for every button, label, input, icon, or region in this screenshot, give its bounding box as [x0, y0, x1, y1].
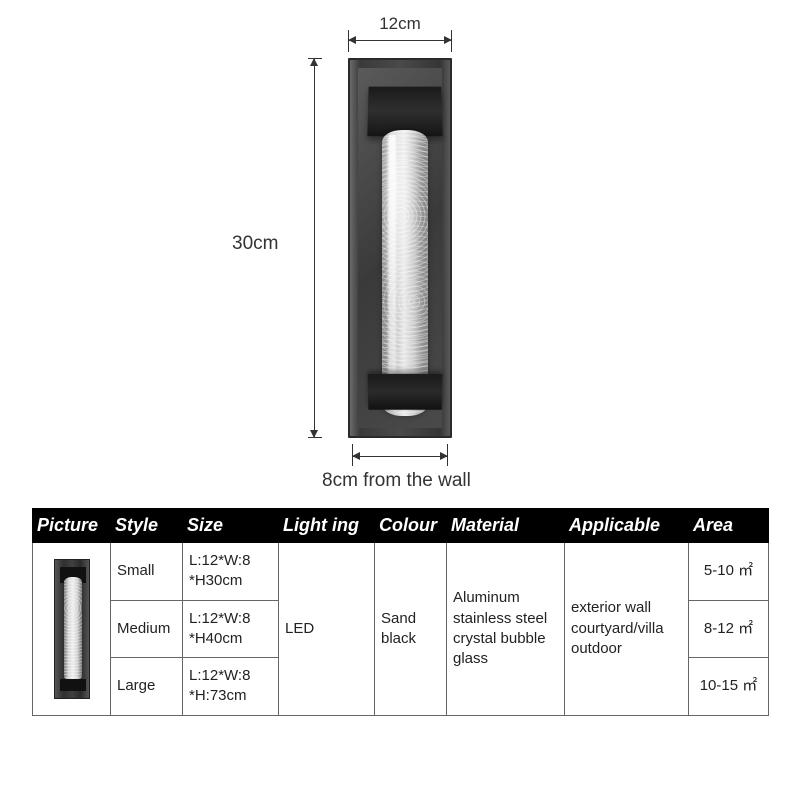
cell-lighting: LED: [279, 543, 375, 716]
table-row: Small L:12*W:8 *H30cm LED Sand black Alu…: [33, 543, 769, 601]
dimension-diagram: 12cm 30cm 8cm from the wall: [0, 8, 800, 508]
dimension-depth: [352, 446, 448, 468]
dimension-height-label: 30cm: [232, 233, 278, 255]
dimension-width: 12cm: [348, 30, 452, 52]
cell-size: L:12*W:8 *H30cm: [183, 543, 279, 601]
cell-colour: Sand black: [375, 543, 447, 716]
cell-area: 8-12 ㎡: [689, 600, 769, 658]
th-applicable: Applicable: [565, 509, 689, 543]
dimension-height: [300, 58, 330, 438]
cell-style: Small: [111, 543, 183, 601]
th-style: Style: [111, 509, 183, 543]
cell-style: Medium: [111, 600, 183, 658]
product-thumbnail: [50, 559, 94, 699]
th-lighting: Light ing: [279, 509, 375, 543]
th-picture: Picture: [33, 509, 111, 543]
dimension-width-label: 12cm: [348, 14, 452, 34]
cell-size: L:12*W:8 *H40cm: [183, 600, 279, 658]
dimension-depth-label: 8cm from the wall: [322, 470, 471, 492]
cell-style: Large: [111, 658, 183, 716]
cell-area: 10-15 ㎡: [689, 658, 769, 716]
th-colour: Colour: [375, 509, 447, 543]
th-size: Size: [183, 509, 279, 543]
cell-applicable: exterior wall courtyard/villa outdoor: [565, 543, 689, 716]
cell-material: Aluminum stainless steel crystal bubble …: [447, 543, 565, 716]
cell-area: 5-10 ㎡: [689, 543, 769, 601]
cell-size: L:12*W:8 *H:73cm: [183, 658, 279, 716]
th-area: Area: [689, 509, 769, 543]
spec-table: Picture Style Size Light ing Colour Mate…: [32, 508, 769, 716]
product-illustration: [330, 58, 470, 438]
cell-picture: [33, 543, 111, 716]
th-material: Material: [447, 509, 565, 543]
table-header-row: Picture Style Size Light ing Colour Mate…: [33, 509, 769, 543]
